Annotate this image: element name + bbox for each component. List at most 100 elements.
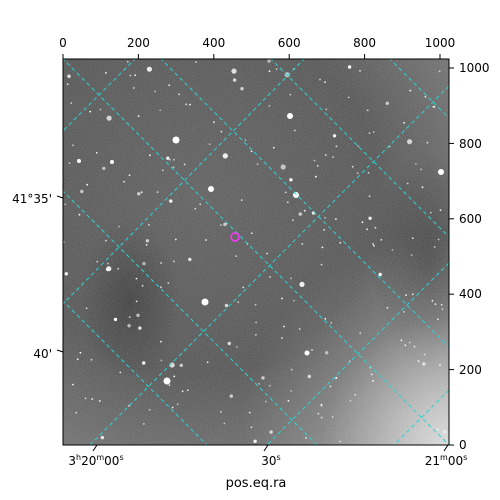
star <box>250 150 253 153</box>
star <box>173 260 175 263</box>
star <box>117 267 120 270</box>
star <box>179 363 183 367</box>
star <box>135 277 138 280</box>
bright-star <box>110 160 114 164</box>
right-tick-label: 800 <box>459 137 482 151</box>
bright-star <box>77 159 81 163</box>
ra-tick-label: 30s <box>261 453 280 468</box>
star <box>386 307 389 309</box>
star <box>357 145 360 147</box>
star <box>248 411 251 414</box>
star <box>299 281 305 287</box>
star <box>105 267 110 272</box>
star <box>123 180 125 183</box>
star <box>349 399 352 402</box>
star <box>400 339 403 342</box>
star <box>188 257 192 262</box>
star <box>332 156 334 159</box>
star <box>335 377 338 379</box>
star <box>303 209 306 212</box>
star <box>339 241 342 244</box>
star <box>283 325 285 328</box>
star <box>185 103 188 106</box>
star <box>258 382 260 385</box>
star <box>265 400 267 403</box>
top-tick-label: 600 <box>278 36 301 50</box>
bright-star <box>208 186 214 192</box>
star <box>293 129 296 132</box>
star <box>161 169 164 172</box>
ra-tick-label: 3h20m00s <box>68 453 123 468</box>
star <box>206 361 209 364</box>
star <box>348 360 351 362</box>
sky-image <box>63 59 449 445</box>
star <box>313 159 316 162</box>
star <box>298 328 301 330</box>
star <box>307 374 311 379</box>
star <box>421 186 424 189</box>
star <box>372 131 375 133</box>
star <box>359 332 362 335</box>
bright-star <box>163 377 171 385</box>
star <box>136 313 140 317</box>
grid-line <box>389 59 449 119</box>
grid-line <box>63 59 449 445</box>
star <box>173 375 176 378</box>
star <box>329 385 332 388</box>
star <box>76 358 79 361</box>
star <box>166 156 170 160</box>
star <box>224 303 229 308</box>
star <box>324 317 327 320</box>
star <box>372 380 374 382</box>
star <box>178 93 180 96</box>
star <box>290 277 292 280</box>
star <box>174 238 177 241</box>
star <box>409 89 412 92</box>
star <box>443 430 447 434</box>
right-tick-label: 0 <box>459 438 467 452</box>
star <box>220 411 222 413</box>
star <box>408 341 411 344</box>
star <box>195 61 198 63</box>
star <box>324 154 327 156</box>
star <box>298 212 302 216</box>
star <box>267 59 271 63</box>
star <box>378 272 382 277</box>
star <box>429 211 432 214</box>
star <box>113 317 118 322</box>
star <box>367 172 370 174</box>
star <box>335 145 338 148</box>
star <box>325 108 328 111</box>
star <box>347 65 352 69</box>
star <box>168 84 171 87</box>
star <box>315 175 317 178</box>
star <box>411 237 414 240</box>
star <box>351 165 354 168</box>
star <box>320 263 323 266</box>
grid-line <box>63 59 136 132</box>
star <box>250 232 253 235</box>
star <box>72 144 74 147</box>
star <box>242 286 245 289</box>
star <box>305 437 307 439</box>
star <box>127 324 131 328</box>
grid-line <box>63 300 208 445</box>
star <box>154 90 157 93</box>
star <box>149 154 151 157</box>
star <box>231 68 237 74</box>
star <box>146 66 152 72</box>
star <box>183 163 186 166</box>
star <box>140 191 143 194</box>
dec-tick-label: 40' <box>33 347 52 361</box>
star <box>433 246 436 248</box>
star <box>145 239 150 243</box>
star <box>67 74 71 78</box>
star <box>407 139 413 145</box>
grid-line <box>393 389 449 445</box>
star <box>227 341 231 346</box>
star <box>354 394 357 396</box>
star <box>269 276 271 278</box>
star <box>287 399 290 402</box>
star <box>100 435 105 440</box>
star <box>80 189 84 194</box>
